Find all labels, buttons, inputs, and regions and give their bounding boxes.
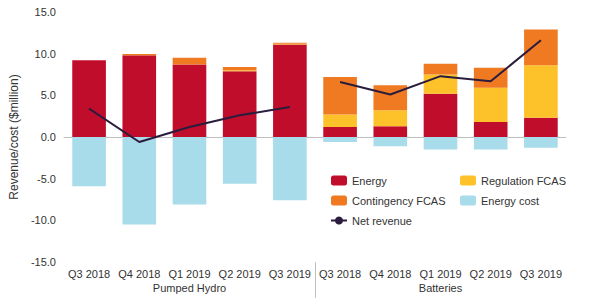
svg-text:-15.0: -15.0 bbox=[31, 256, 56, 268]
svg-text:Q2 2019: Q2 2019 bbox=[470, 268, 512, 280]
svg-text:Q3 2019: Q3 2019 bbox=[520, 268, 562, 280]
svg-text:15.0: 15.0 bbox=[35, 6, 56, 18]
svg-text:Batteries: Batteries bbox=[419, 282, 463, 294]
svg-text:-5.0: -5.0 bbox=[37, 173, 56, 185]
svg-text:Q3 2019: Q3 2019 bbox=[269, 268, 311, 280]
svg-text:Q4 2018: Q4 2018 bbox=[118, 268, 160, 280]
svg-text:0.0: 0.0 bbox=[41, 131, 56, 143]
svg-text:Energy cost: Energy cost bbox=[481, 195, 539, 207]
svg-text:Revenue/cost ($million): Revenue/cost ($million) bbox=[7, 74, 21, 199]
svg-text:Pumped Hydro: Pumped Hydro bbox=[153, 282, 226, 294]
svg-text:Q1 2019: Q1 2019 bbox=[419, 268, 461, 280]
svg-text:Net revenue: Net revenue bbox=[352, 215, 412, 227]
svg-text:10.0: 10.0 bbox=[35, 48, 56, 60]
svg-text:Regulation FCAS: Regulation FCAS bbox=[481, 175, 566, 187]
svg-text:Q4 2018: Q4 2018 bbox=[369, 268, 411, 280]
svg-text:-10.0: -10.0 bbox=[31, 214, 56, 226]
svg-text:Q3 2018: Q3 2018 bbox=[319, 268, 361, 280]
svg-text:Contingency FCAS: Contingency FCAS bbox=[352, 195, 446, 207]
svg-text:5.0: 5.0 bbox=[41, 89, 56, 101]
svg-text:Q2 2019: Q2 2019 bbox=[219, 268, 261, 280]
svg-text:Q1 2019: Q1 2019 bbox=[168, 268, 210, 280]
svg-text:Energy: Energy bbox=[352, 175, 387, 187]
svg-text:Q3 2018: Q3 2018 bbox=[68, 268, 110, 280]
